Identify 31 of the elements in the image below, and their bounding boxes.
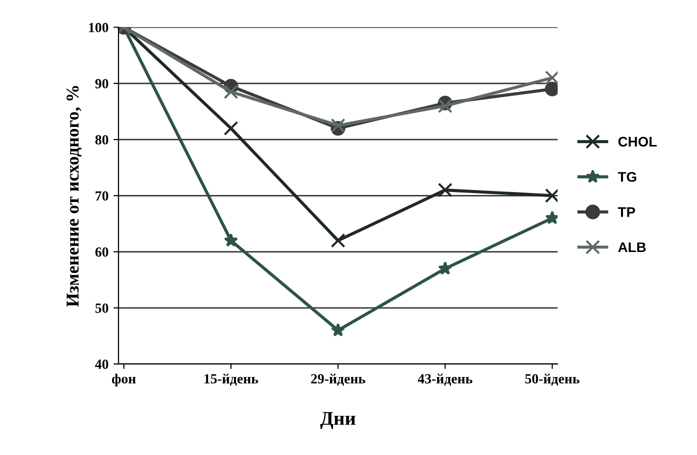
point <box>330 233 346 248</box>
x-tick-label: 29-йдень <box>311 374 366 386</box>
x-tick-label: 15-йдень <box>204 374 258 386</box>
point <box>438 182 452 198</box>
point <box>545 210 558 224</box>
point <box>224 84 238 100</box>
y-tick-label: 70 <box>96 191 108 201</box>
y-tick-label: 60 <box>95 247 108 257</box>
point <box>544 70 558 86</box>
y-tick-label: 90 <box>95 79 108 88</box>
y-axis-title: Изменение от исходного, % <box>66 86 82 307</box>
point <box>544 188 558 203</box>
point <box>544 82 558 96</box>
legend-label: ALB <box>618 242 646 252</box>
x-tick-label: 43-йдень <box>418 374 472 386</box>
legend-label: TG <box>618 172 636 182</box>
point <box>438 261 452 275</box>
point <box>224 121 238 136</box>
point <box>331 323 346 336</box>
legend-label: CHOL <box>618 136 657 147</box>
legend-label: TP <box>618 207 636 217</box>
point <box>438 98 452 114</box>
x-tick-label: 50-йдень <box>525 374 580 386</box>
y-tick-label: 80 <box>95 135 108 144</box>
point <box>224 233 238 247</box>
x-axis-title: Дни <box>320 412 356 429</box>
y-tick-label: 50 <box>95 303 108 313</box>
y-tick-label: 40 <box>95 360 108 369</box>
point <box>330 118 346 133</box>
x-tick-label: фон <box>112 374 136 386</box>
y-tick-label: 100 <box>89 22 108 32</box>
